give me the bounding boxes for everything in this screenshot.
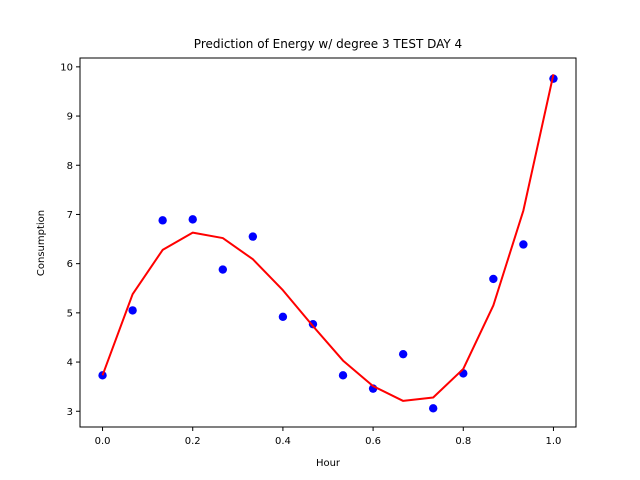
x-tick-label: 0.4 [275, 436, 291, 447]
x-axis-ticks: 0.0 0.2 0.4 0.6 0.8 1.0 [95, 427, 562, 447]
scatter-point [158, 216, 167, 225]
x-tick-label: 1.0 [546, 436, 562, 447]
chart-title: Prediction of Energy w/ degree 3 TEST DA… [194, 37, 462, 51]
scatter-point [338, 371, 348, 380]
y-tick-label: 6 [67, 259, 73, 270]
y-tick-label: 3 [67, 407, 73, 418]
scatter-point [188, 215, 197, 224]
x-tick-label: 0.8 [455, 436, 471, 447]
scatter-point [519, 240, 528, 249]
x-tick-label: 0.2 [185, 436, 201, 447]
scatter-point [248, 232, 258, 241]
y-axis-ticks: 3 4 5 6 7 8 9 10 [60, 62, 80, 418]
x-tick-label: 0.6 [365, 436, 381, 447]
scatter-point [128, 306, 137, 315]
axes [79, 57, 577, 428]
axes-frame [79, 57, 577, 428]
plot-area [98, 74, 558, 413]
y-axis-label: Consumption [36, 210, 47, 276]
y-tick-label: 8 [67, 161, 73, 172]
y-tick-label: 7 [67, 210, 73, 221]
scatter-point [489, 274, 498, 284]
y-tick-label: 9 [67, 112, 73, 123]
y-tick-label: 5 [67, 308, 73, 319]
scatter-point [218, 265, 228, 274]
x-axis-label: Hour [316, 458, 341, 469]
scatter-point [278, 312, 288, 321]
x-tick-label: 0.0 [95, 436, 111, 447]
scatter-point [428, 404, 438, 413]
y-tick-label: 10 [60, 62, 73, 73]
scatter-point [308, 319, 318, 329]
prediction-line [101, 74, 555, 402]
y-tick-label: 4 [67, 358, 73, 369]
scatter-point [398, 349, 408, 359]
